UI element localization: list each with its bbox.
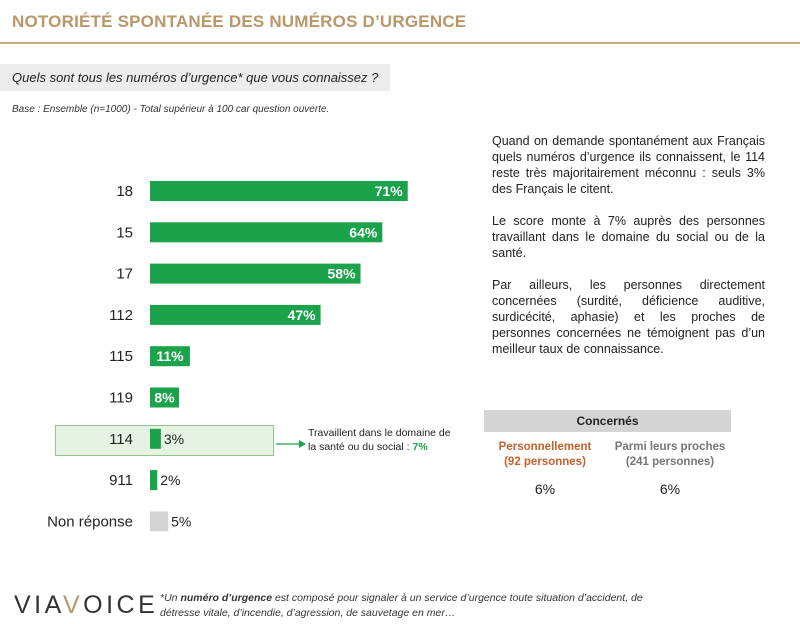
logo-mark: V <box>62 591 84 619</box>
concernes-relatives-title: Parmi leurs proches <box>614 441 726 453</box>
category-label: 911 <box>109 472 133 489</box>
highlight-114-box <box>55 425 274 456</box>
concernes-personal-count: (92 personnes) <box>504 456 586 468</box>
concernes-header: Concernés <box>484 410 731 432</box>
footnote-text: est composé pour signaler à un service d… <box>160 592 643 619</box>
concernes-personal-title: Personnellement <box>498 441 592 453</box>
bar <box>150 470 158 491</box>
bar <box>150 428 161 449</box>
category-label: 115 <box>109 348 133 365</box>
commentary: Quand on demande spontanément aux França… <box>492 133 765 373</box>
concernes-personal-label: Personnellement (92 personnes) <box>485 440 605 470</box>
data-label: 5% <box>171 513 191 529</box>
bar <box>150 304 321 325</box>
category-label: 119 <box>109 390 133 407</box>
data-label: 64% <box>349 224 378 240</box>
bar <box>150 181 408 201</box>
data-label: 3% <box>164 431 184 447</box>
category-label: 18 <box>116 183 133 200</box>
bar <box>150 263 361 284</box>
logo-part-2: OICE <box>83 591 159 619</box>
base-note: Base : Ensemble (n=1000) - Total supérie… <box>12 104 330 115</box>
viavoice-logo: VIAVOICE <box>14 591 158 620</box>
logo-part-1: VIA <box>14 591 63 619</box>
bar <box>150 511 169 532</box>
data-label: 2% <box>160 472 180 488</box>
category-label: 114 <box>109 431 133 448</box>
commentary-paragraph-1: Quand on demande spontanément aux França… <box>492 134 765 196</box>
bar-chart: 18 71% 15 64% 17 58% 112 47% 115 11% 119 8% 114 3% 911… <box>47 181 408 532</box>
bar <box>150 222 383 243</box>
concernes-relatives-value: 6% <box>659 481 681 497</box>
category-label: Non réponse <box>47 513 133 530</box>
category-label: 17 <box>116 266 133 283</box>
category-label: 15 <box>116 224 133 241</box>
question-banner: Quels sont tous les numéros d’urgence* q… <box>0 64 390 91</box>
callout-arrow-icon <box>276 440 306 448</box>
footnote-bold: numéro d’urgence <box>180 592 273 604</box>
callout-value: 7% <box>412 441 428 453</box>
concernes-personal-value: 6% <box>534 481 556 497</box>
data-label: 71% <box>375 183 404 199</box>
title-divider <box>0 42 800 44</box>
footnote: *Un numéro d’urgence est composé pour si… <box>160 591 680 621</box>
commentary-paragraph-2: Le score monte à 7% auprès des personnes… <box>492 214 765 260</box>
commentary-paragraph-3: Par ailleurs, les personnes directement … <box>492 278 765 356</box>
concernes-relatives-label: Parmi leurs proches (241 personnes) <box>610 440 730 470</box>
bar <box>150 346 190 367</box>
concernes-relatives-count: (241 personnes) <box>625 456 715 468</box>
category-label: 112 <box>109 307 133 324</box>
question-text: Quels sont tous les numéros d’urgence* q… <box>12 70 379 85</box>
data-label: 58% <box>328 266 357 282</box>
data-label: 47% <box>288 307 317 323</box>
data-label: 8% <box>154 390 175 406</box>
callout-note: Travaillent dans le domaine de la santé … <box>308 426 453 454</box>
data-label: 11% <box>156 348 184 364</box>
bar <box>150 387 180 408</box>
footnote-prefix: *Un <box>160 592 181 604</box>
page-title: NOTORIÉTÉ SPONTANÉE DES NUMÉROS D’URGENC… <box>12 12 467 31</box>
callout-text: Travaillent dans le domaine de la santé … <box>308 427 451 453</box>
